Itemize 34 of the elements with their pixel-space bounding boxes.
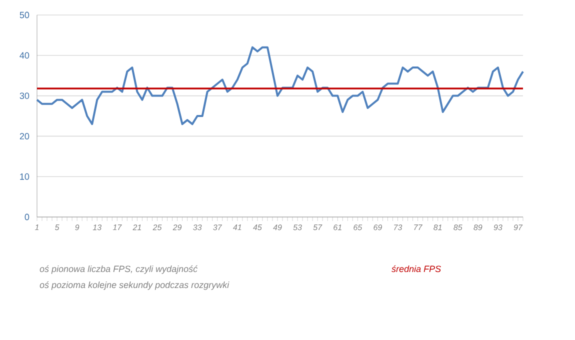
x-tick-label: 65 (354, 224, 362, 230)
x-tick-label: 1 (34, 224, 39, 230)
text: oś pozioma kolejne sekundy podczas rozgrywki (40, 281, 230, 290)
x-tick-label: 89 (474, 224, 482, 230)
x-tick-label: 5 (54, 224, 60, 230)
x-tick-label: 85 (454, 224, 462, 230)
x-tick-label: 81 (434, 224, 442, 230)
y-tick-label: 30 (20, 92, 30, 99)
y-tick-label: 20 (20, 133, 30, 140)
x-tick-label: 69 (374, 224, 382, 230)
x-tick-label: 97 (514, 224, 523, 230)
x-tick-label: 21 (132, 224, 141, 230)
y-tick-label: 0 (24, 214, 30, 220)
x-tick-label: 29 (172, 224, 182, 230)
text: oś pionowa liczba FPS, czyli wydajność (40, 265, 198, 274)
ref-line-label: średnia FPS (392, 265, 441, 272)
x-tick-label: 9 (75, 224, 80, 230)
x-tick-label: 37 (213, 224, 222, 230)
x-tick-label: 45 (253, 224, 262, 230)
x-tick-label: 77 (414, 224, 422, 230)
x-tick-label: 41 (233, 224, 242, 230)
x-tick-label: 93 (494, 224, 502, 230)
x-tick-label: 25 (152, 224, 162, 230)
y-tick-label: 40 (20, 52, 30, 59)
x-tick-label: 57 (313, 224, 322, 230)
x-tick-label: 49 (273, 224, 282, 230)
x-tick-label: 13 (92, 224, 102, 230)
x-tick-label: 17 (112, 224, 122, 230)
x-tick-label: 61 (334, 224, 342, 230)
x-tick-label: 73 (394, 224, 402, 230)
y-tick-label: 10 (20, 173, 30, 180)
x-tick-label: 33 (193, 224, 202, 230)
x-tick-label: 53 (293, 224, 302, 230)
y-tick-label: 50 (20, 12, 30, 18)
